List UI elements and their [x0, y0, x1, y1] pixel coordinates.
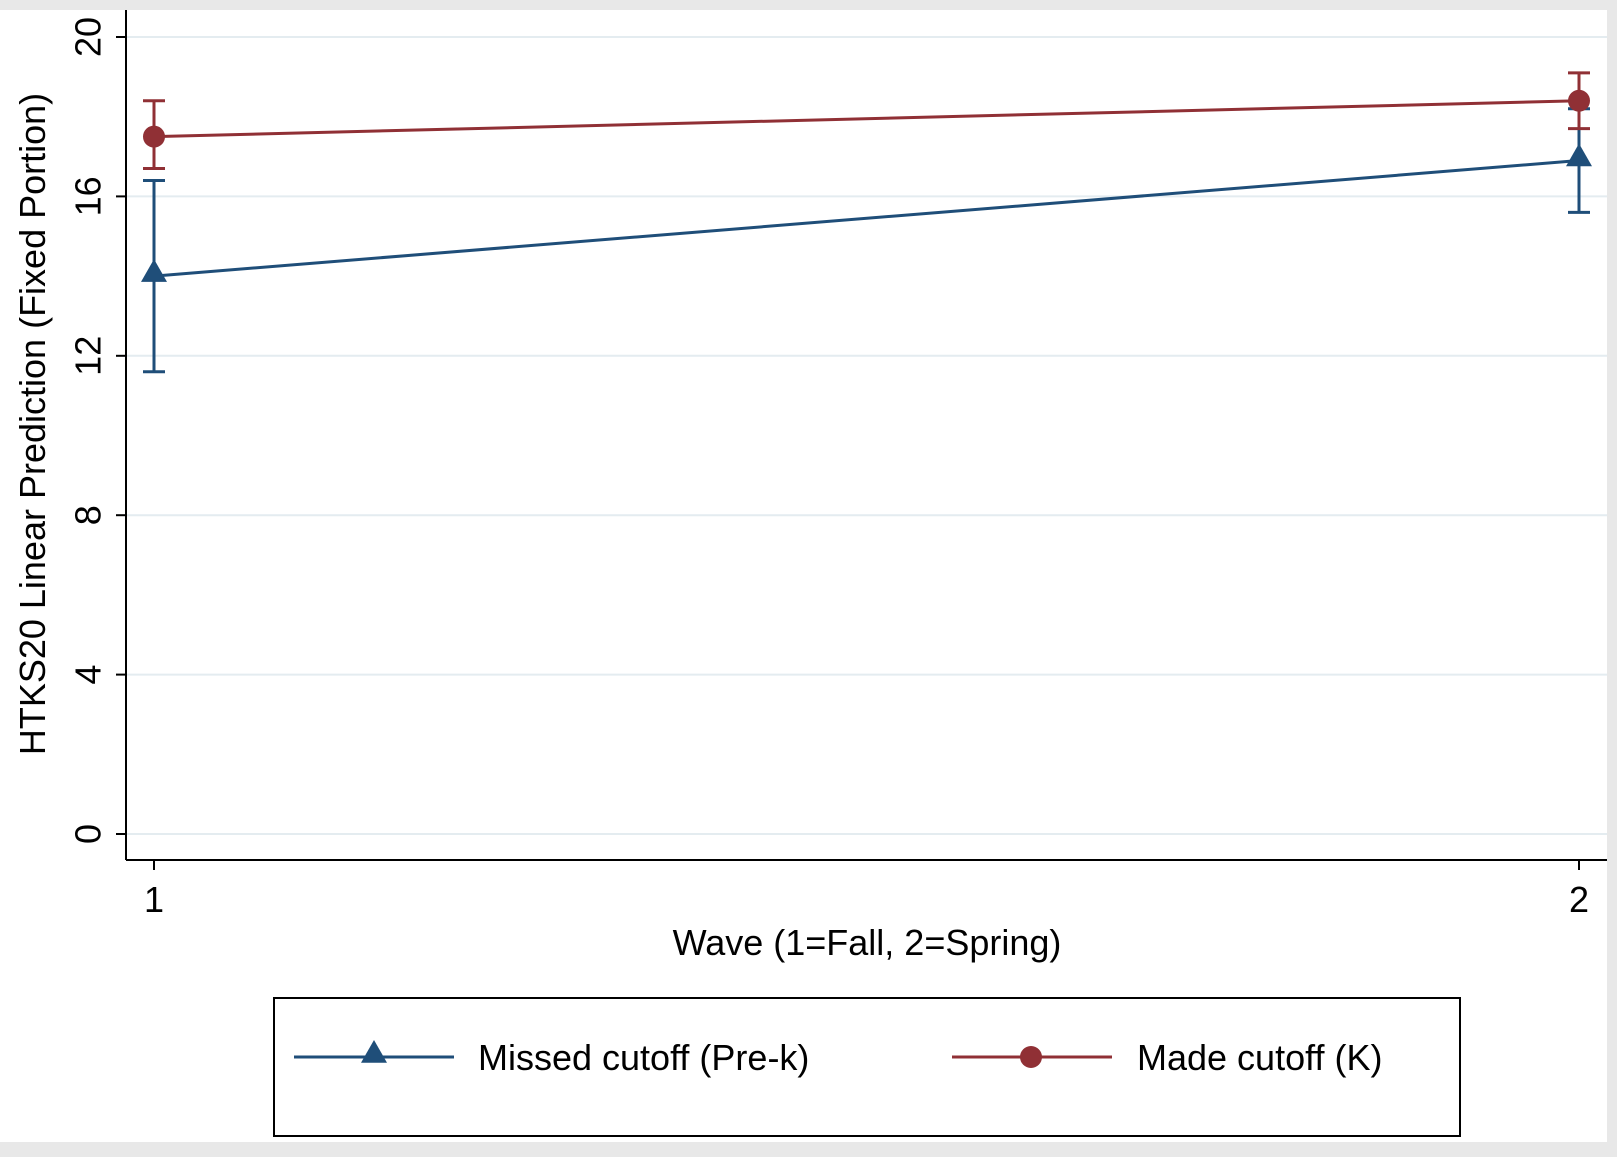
series-line — [153, 159, 1580, 278]
y-tick-label: 12 — [68, 336, 109, 376]
data-point-triangle — [1566, 143, 1592, 167]
x-axis-title: Wave (1=Fall, 2=Spring) — [673, 922, 1062, 963]
legend-items: Missed cutoff (Pre-k) Made cutoff (K) — [294, 1037, 1382, 1078]
y-axis-title: HTKS20 Linear Prediction (Fixed Portion) — [12, 93, 53, 755]
legend-label: Made cutoff (K) — [1137, 1037, 1382, 1078]
legend: Missed cutoff (Pre-k) Made cutoff (K) — [273, 997, 1461, 1137]
y-tick-label: 8 — [68, 505, 109, 525]
plot-region — [126, 10, 1607, 860]
data-point-triangle — [141, 259, 167, 282]
x-tick-label: 1 — [144, 879, 164, 920]
legend-marker-circle — [1020, 1046, 1042, 1068]
legend-label: Missed cutoff (Pre-k) — [478, 1037, 809, 1078]
data-point-circle — [143, 125, 165, 148]
series-group — [141, 71, 1592, 374]
series-1 — [141, 107, 1592, 374]
y-tick-label: 16 — [68, 176, 109, 216]
legend-marker-triangle — [361, 1040, 387, 1063]
legend-box — [273, 997, 1461, 1137]
series-line — [153, 99, 1580, 139]
grid-lines — [126, 10, 1607, 860]
y-tick-label: 4 — [68, 665, 109, 685]
y-tick-label: 0 — [68, 824, 109, 844]
y-tick-label: 20 — [68, 17, 109, 57]
data-point-circle — [1568, 89, 1590, 112]
legend-item: Missed cutoff (Pre-k) — [294, 1037, 809, 1078]
legend-item: Made cutoff (K) — [952, 1037, 1382, 1078]
x-tick-label: 2 — [1569, 879, 1589, 920]
series-2 — [143, 71, 1590, 171]
